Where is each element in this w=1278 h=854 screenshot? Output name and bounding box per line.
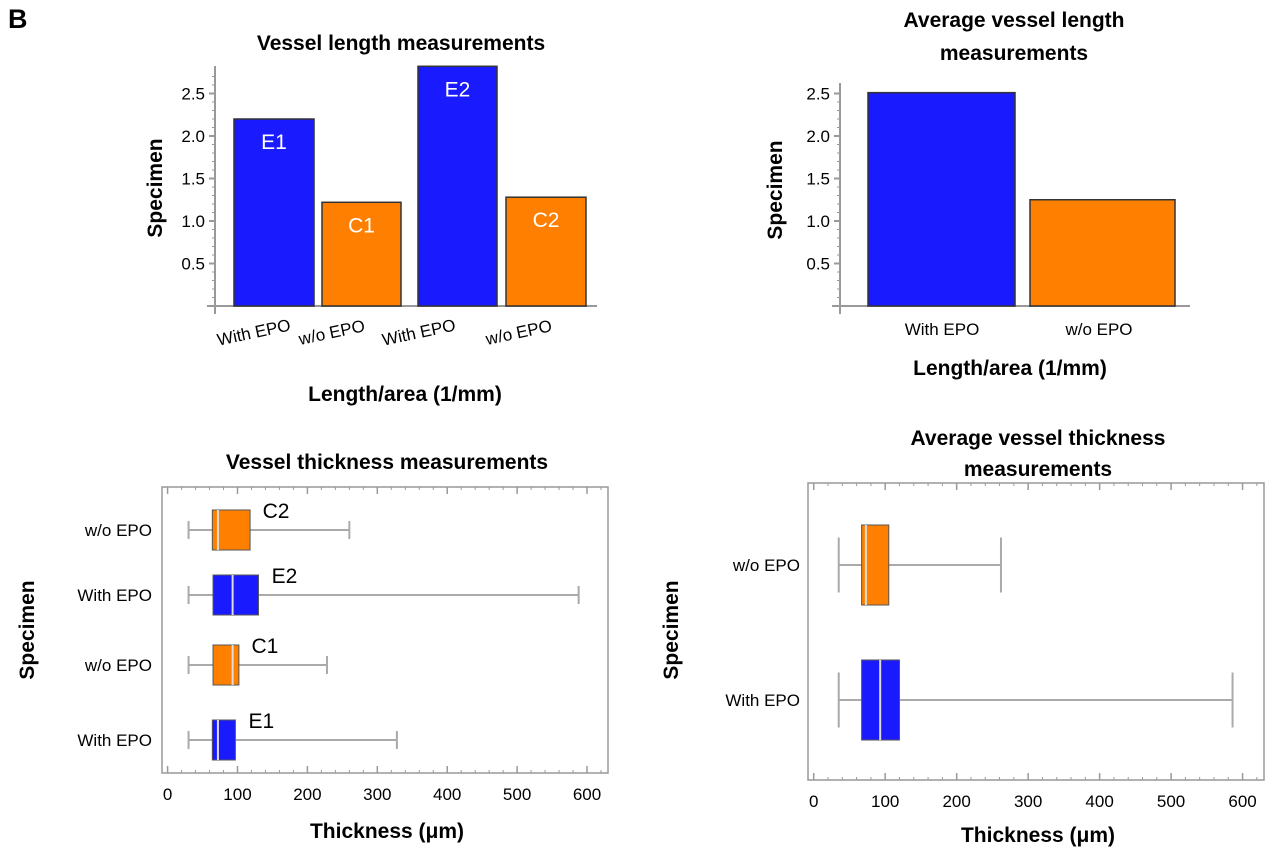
y-tick-label: 0.5 — [806, 255, 830, 274]
x-tick-label: 0 — [809, 792, 818, 811]
box-label: E2 — [272, 565, 298, 588]
bar-label: C2 — [533, 209, 560, 232]
panel-label: B — [8, 4, 28, 34]
x-tick-label: 400 — [1085, 792, 1113, 811]
chart-title: measurements — [964, 458, 1112, 481]
x-category-label: w/o EPO — [1064, 320, 1132, 339]
vessel-length-chart: Vessel length measurements 0.5 1.0 1.5 2.0 2.… — [144, 32, 597, 406]
y-category-label: w/o EPO — [732, 556, 800, 575]
y-tick-label: 1.0 — [181, 212, 205, 231]
x-tick-label: 100 — [871, 792, 899, 811]
x-category-label: w/o EPO — [296, 316, 367, 349]
box-label: C2 — [263, 500, 290, 523]
bar-label: C1 — [348, 214, 375, 237]
bar — [505, 196, 587, 307]
y-category-label: w/o EPO — [84, 656, 152, 675]
x-axis-title: Thickness (μm) — [310, 820, 464, 843]
x-tick-label: 500 — [1157, 792, 1185, 811]
x-category-label: w/o EPO — [483, 316, 554, 349]
chart-title: Average vessel thickness — [911, 427, 1166, 450]
box — [212, 644, 240, 686]
x-tick-label: 600 — [573, 785, 601, 804]
x-category-label: With EPO — [380, 316, 457, 350]
bar — [1029, 199, 1176, 307]
bar — [867, 91, 1016, 307]
plot-frame — [161, 486, 609, 774]
bar-label: E1 — [261, 131, 287, 154]
y-axis-title: Specimen — [660, 580, 683, 679]
chart-title: Average vessel length — [904, 9, 1125, 32]
bar — [233, 118, 315, 307]
y-tick-label: 2.0 — [806, 127, 830, 146]
x-tick-label: 200 — [293, 785, 321, 804]
vessel-thickness-chart: Vessel thickness measurements 0 100 200 300 4… — [16, 451, 609, 843]
y-axis-title: Specimen — [144, 138, 167, 237]
chart-title: Vessel thickness measurements — [226, 451, 548, 474]
x-tick-label: 200 — [942, 792, 970, 811]
x-tick-label: 0 — [163, 785, 172, 804]
avg-vessel-thickness-chart: Average vessel thickness measurements 0 100… — [660, 427, 1265, 847]
box-label: E1 — [249, 710, 275, 733]
x-axis-title: Length/area (1/mm) — [308, 383, 502, 406]
y-tick-label: 2.0 — [181, 127, 205, 146]
bar — [417, 65, 498, 307]
box — [211, 719, 236, 761]
y-tick-label: 1.5 — [806, 170, 830, 189]
x-axis-title: Thickness (μm) — [961, 824, 1115, 847]
x-tick-label: 600 — [1228, 792, 1256, 811]
x-tick-label: 500 — [503, 785, 531, 804]
x-axis-title: Length/area (1/mm) — [913, 357, 1107, 380]
chart-title: measurements — [940, 42, 1088, 65]
bar — [321, 201, 402, 307]
y-category-label: With EPO — [77, 731, 152, 750]
y-category-label: With EPO — [77, 586, 152, 605]
x-category-label: With EPO — [905, 320, 980, 339]
y-category-label: w/o EPO — [84, 521, 152, 540]
y-tick-label: 1.0 — [806, 212, 830, 231]
x-tick-label: 400 — [433, 785, 461, 804]
x-tick-label: 100 — [223, 785, 251, 804]
x-tick-label: 300 — [1014, 792, 1042, 811]
y-axis-title: Specimen — [16, 580, 39, 679]
plot-frame — [807, 482, 1265, 781]
y-axis-title: Specimen — [764, 140, 787, 239]
y-tick-label: 2.5 — [181, 85, 205, 104]
x-tick-label: 300 — [363, 785, 391, 804]
chart-title: Vessel length measurements — [257, 32, 545, 55]
y-category-label: With EPO — [725, 691, 800, 710]
box — [212, 574, 259, 616]
y-tick-label: 2.5 — [806, 85, 830, 104]
avg-vessel-length-chart: Average vessel length measurements 0.5 1.0 1… — [764, 9, 1190, 380]
y-tick-label: 1.5 — [181, 170, 205, 189]
bar-label: E2 — [445, 78, 471, 101]
y-tick-label: 0.5 — [181, 255, 205, 274]
x-category-label: With EPO — [215, 316, 292, 350]
box-label: C1 — [251, 635, 278, 658]
